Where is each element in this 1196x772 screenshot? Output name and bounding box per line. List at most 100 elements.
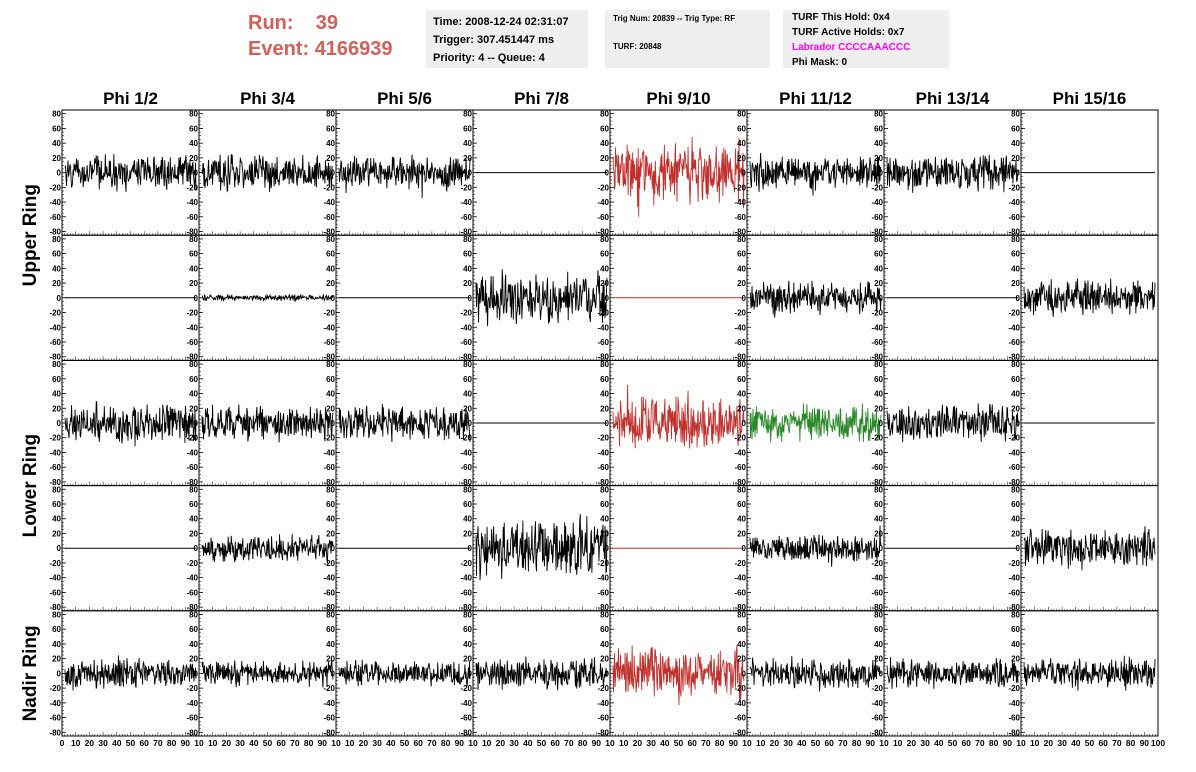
y-tick-label: -20 xyxy=(323,684,335,693)
y-tick-label: -60 xyxy=(460,714,472,723)
y-tick-label: -60 xyxy=(49,463,61,472)
y-tick-label: 40 xyxy=(737,515,746,524)
x-tick-label: 20 xyxy=(359,738,369,748)
y-tick-label: 60 xyxy=(874,375,883,384)
y-tick-label: -80 xyxy=(460,228,472,237)
y-tick-label: -40 xyxy=(49,574,61,583)
x-tick-label: 70 xyxy=(1112,738,1122,748)
x-tick-label: 10 xyxy=(468,738,478,748)
waveform-trace xyxy=(1023,655,1156,691)
y-tick-label: -60 xyxy=(871,338,883,347)
y-tick-label: -20 xyxy=(460,434,472,443)
y-tick-label: 80 xyxy=(1011,110,1020,119)
y-tick-label: -20 xyxy=(871,183,883,192)
y-tick-label: 40 xyxy=(874,264,883,273)
y-tick-label: 80 xyxy=(189,610,198,619)
y-tick-label: -60 xyxy=(186,463,198,472)
y-tick-label: -20 xyxy=(323,559,335,568)
y-tick-label: 40 xyxy=(874,390,883,399)
y-tick-label: -80 xyxy=(323,478,335,487)
y-tick-label: 20 xyxy=(326,279,335,288)
y-tick-label: 20 xyxy=(737,279,746,288)
y-tick-label: 20 xyxy=(463,279,472,288)
y-tick-label: 40 xyxy=(52,640,61,649)
x-tick-label: 70 xyxy=(427,738,437,748)
y-tick-label: -40 xyxy=(871,699,883,708)
y-tick-label: 80 xyxy=(463,485,472,494)
y-tick-label: 80 xyxy=(189,360,198,369)
y-tick-label: 20 xyxy=(874,404,883,413)
waveform-trace xyxy=(886,403,1019,443)
y-tick-label: 20 xyxy=(1011,279,1020,288)
y-tick-label: -20 xyxy=(597,183,609,192)
y-tick-label: -60 xyxy=(597,463,609,472)
y-tick-label: -20 xyxy=(323,183,335,192)
y-tick-label: 20 xyxy=(326,529,335,538)
y-tick-label: 40 xyxy=(1011,640,1020,649)
y-tick-label: -20 xyxy=(597,309,609,318)
y-tick-label: -20 xyxy=(49,183,61,192)
y-tick-label: -80 xyxy=(734,478,746,487)
x-tick-label: 50 xyxy=(537,738,547,748)
y-tick-label: 40 xyxy=(189,515,198,524)
y-tick-label: -20 xyxy=(871,309,883,318)
y-tick-label: 40 xyxy=(1011,139,1020,148)
x-tick-label: 10 xyxy=(756,738,766,748)
y-tick-label: -20 xyxy=(49,559,61,568)
x-tick-label: 80 xyxy=(715,738,725,748)
y-tick-label: 80 xyxy=(874,485,883,494)
y-tick-label: 40 xyxy=(189,139,198,148)
x-tick-label: 80 xyxy=(441,738,451,748)
y-tick-label: -60 xyxy=(323,588,335,597)
y-tick-label: -60 xyxy=(460,463,472,472)
y-tick-label: -20 xyxy=(734,684,746,693)
phi-mask-text: Phi Mask: 0 xyxy=(792,57,848,68)
y-tick-label: -40 xyxy=(1008,699,1020,708)
y-tick-label: -40 xyxy=(871,448,883,457)
y-tick-label: 60 xyxy=(600,124,609,133)
y-tick-label: 0 xyxy=(879,294,884,303)
x-tick-label: 40 xyxy=(1071,738,1081,748)
waveform-trace xyxy=(749,656,882,692)
y-tick-label: -60 xyxy=(734,213,746,222)
y-tick-label: -60 xyxy=(597,588,609,597)
y-tick-label: 0 xyxy=(57,294,62,303)
y-tick-label: 80 xyxy=(1011,235,1020,244)
y-tick-label: 60 xyxy=(326,500,335,509)
y-tick-label: 80 xyxy=(737,485,746,494)
y-tick-label: -40 xyxy=(186,198,198,207)
y-tick-label: 80 xyxy=(874,110,883,119)
waveform-trace xyxy=(201,534,334,564)
y-tick-label: -60 xyxy=(1008,213,1020,222)
y-tick-label: 40 xyxy=(463,264,472,273)
y-tick-label: 40 xyxy=(52,264,61,273)
column-title: Phi 3/4 xyxy=(240,89,295,108)
trigger-text: Trigger: 307.451447 ms xyxy=(433,34,555,46)
turf-this-hold-text: TURF This Hold: 0x4 xyxy=(792,12,890,23)
y-tick-label: 0 xyxy=(879,419,884,428)
waveform-trace xyxy=(201,154,334,193)
y-tick-label: 80 xyxy=(189,110,198,119)
y-tick-label: 0 xyxy=(468,294,473,303)
x-tick-label: 90 xyxy=(1140,738,1150,748)
x-tick-label: 10 xyxy=(1030,738,1040,748)
y-tick-label: -40 xyxy=(323,699,335,708)
x-tick-label: 10 xyxy=(1016,738,1026,748)
y-tick-label: 60 xyxy=(1011,124,1020,133)
y-tick-label: -80 xyxy=(871,728,883,737)
y-tick-label: 80 xyxy=(52,360,61,369)
x-tick-label: 0 xyxy=(60,738,65,748)
x-tick-label: 10 xyxy=(208,738,218,748)
trig-num-type-text: Trig Num: 20839 -- Trig Type: RF xyxy=(613,14,736,23)
y-tick-label: 20 xyxy=(52,655,61,664)
y-tick-label: 40 xyxy=(600,264,609,273)
y-tick-label: -40 xyxy=(186,448,198,457)
y-tick-label: 0 xyxy=(194,669,199,678)
column-title: Phi 15/16 xyxy=(1053,89,1127,108)
waveform-trace xyxy=(64,401,197,447)
labrador-text: Labrador CCCCAAACCC xyxy=(792,42,911,53)
y-tick-label: 40 xyxy=(600,640,609,649)
x-tick-label: 20 xyxy=(222,738,232,748)
y-tick-label: 0 xyxy=(742,669,747,678)
y-tick-label: 60 xyxy=(874,500,883,509)
